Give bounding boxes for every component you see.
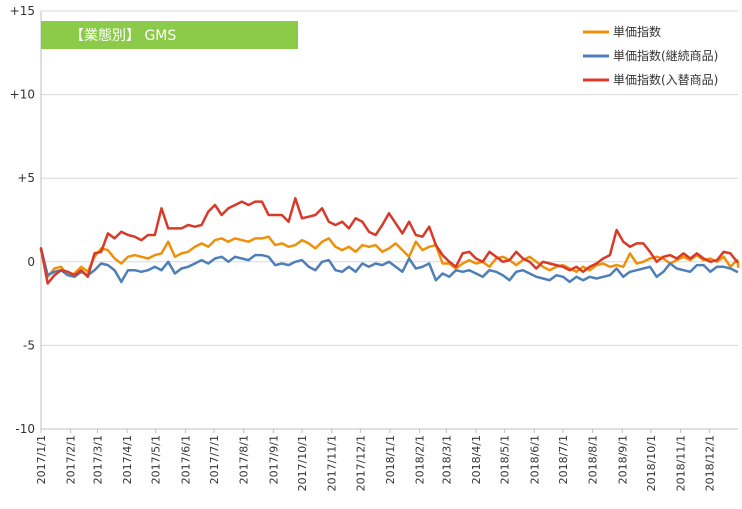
x-tick-label: 2018/3/1: [440, 435, 453, 484]
legend-label: 単価指数(入替商品): [613, 72, 718, 87]
x-tick-label: 2018/5/1: [499, 435, 512, 484]
x-tick-label: 2017/6/1: [179, 435, 192, 484]
series-lines: [39, 197, 740, 285]
legend-label: 単価指数(継続商品): [613, 48, 718, 63]
x-tick-label: 2017/3/1: [91, 435, 104, 484]
x-tick-label: 2017/11/1: [326, 435, 339, 491]
y-tick-label: +15: [10, 4, 35, 18]
chart-title-box: 【業態別】 GMS: [41, 21, 298, 49]
y-tick-label: +10: [10, 88, 35, 102]
x-tick-label: 2018/10/1: [645, 435, 658, 491]
x-tick-label: 2017/2/1: [65, 435, 78, 484]
x-tick-label: 2018/1/1: [384, 435, 397, 484]
x-tick-label: 2017/8/1: [238, 435, 251, 484]
y-axis-ticks: +15 +10 +5 0 -5 -10: [10, 4, 35, 436]
title-background: [41, 21, 298, 49]
series-line-1: [39, 235, 740, 279]
x-axis-ticks: 2017/1/1 2017/2/1 2017/3/1 2017/4/1 2017/5/1…: [35, 429, 716, 491]
legend-label: 単価指数: [613, 24, 661, 39]
series-line-3: [39, 197, 739, 285]
y-tick-label: -10: [15, 422, 35, 436]
x-tick-label: 2017/1/1: [35, 435, 48, 484]
x-tick-label: 2017/9/1: [267, 435, 280, 484]
x-tick-label: 2017/7/1: [208, 435, 221, 484]
x-tick-label: 2017/5/1: [150, 435, 163, 484]
x-tick-label: 2017/12/1: [354, 435, 367, 491]
x-tick-label: 2018/11/1: [675, 435, 688, 491]
y-tick-label: 0: [27, 255, 35, 269]
x-tick-label: 2017/4/1: [121, 435, 134, 484]
y-tick-label: -5: [23, 338, 35, 352]
x-tick-label: 2018/12/1: [703, 435, 716, 491]
x-tick-label: 2017/10/1: [296, 435, 309, 491]
x-tick-label: 2018/9/1: [616, 435, 629, 484]
x-tick-label: 2018/4/1: [470, 435, 483, 484]
x-tick-label: 2018/6/1: [528, 435, 541, 484]
y-tick-label: +5: [17, 171, 35, 185]
series-line-2: [39, 247, 739, 284]
x-tick-label: 2018/2/1: [414, 435, 427, 484]
chart-title: 【業態別】 GMS: [70, 28, 176, 44]
x-tick-label: 2018/8/1: [587, 435, 600, 484]
x-tick-label: 2018/7/1: [557, 435, 570, 484]
